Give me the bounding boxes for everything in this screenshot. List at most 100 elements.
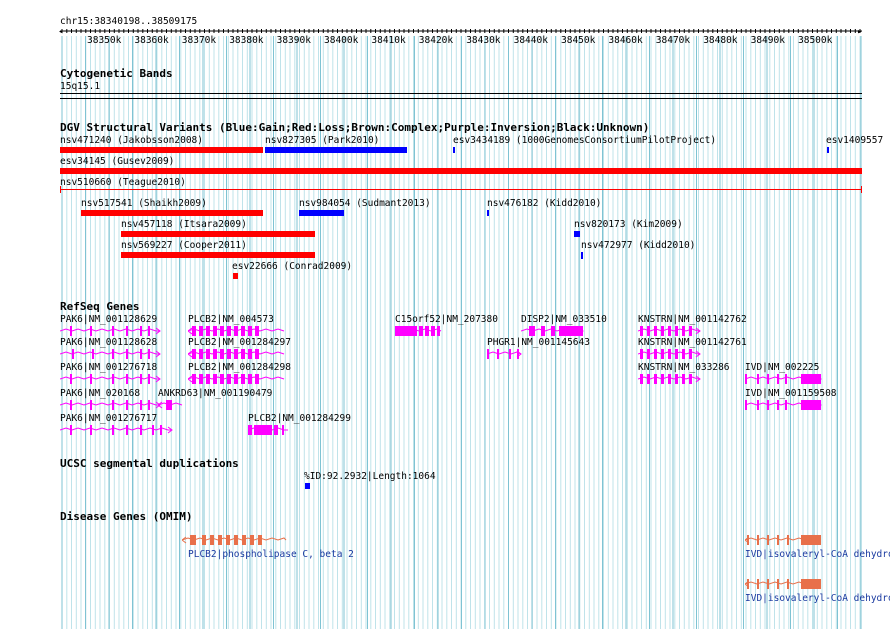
dgv-label: nsv827305 (Park2010) bbox=[265, 135, 380, 146]
ruler-tick-label: 38390k bbox=[276, 35, 311, 46]
refseq-gene-glyph[interactable] bbox=[745, 399, 823, 411]
ruler-tick-label: 38440k bbox=[513, 35, 548, 46]
track-title-omim[interactable]: Disease Genes (OMIM) bbox=[60, 510, 193, 523]
refseq-gene-glyph[interactable] bbox=[60, 373, 162, 385]
refseq-gene-glyph[interactable] bbox=[188, 325, 286, 337]
ruler-tick-label: 38410k bbox=[371, 35, 406, 46]
ruler-tick-label: 38490k bbox=[750, 35, 785, 46]
track-title-cytobands[interactable]: Cytogenetic Bands bbox=[60, 67, 173, 80]
refseq-gene-label: PLCB2|NM_001284297 bbox=[188, 337, 291, 348]
dgv-label: nsv517541 (Shaikh2009) bbox=[81, 198, 207, 209]
ruler-tick-label: 38470k bbox=[655, 35, 691, 46]
refseq-gene-glyph[interactable] bbox=[395, 325, 443, 337]
dgv-gain-bar[interactable] bbox=[581, 252, 583, 259]
dgv-label: nsv471240 (Jakobsson2008) bbox=[60, 135, 203, 146]
segdup-bar[interactable] bbox=[305, 483, 310, 489]
ruler-tick-label: 38460k bbox=[608, 35, 643, 46]
ruler-tick-label: 38350k bbox=[87, 35, 122, 46]
dgv-gain-bar[interactable] bbox=[574, 231, 580, 237]
dgv-loss-bar[interactable] bbox=[60, 189, 862, 190]
refseq-gene-label: KNSTRN|NM_033286 bbox=[638, 362, 730, 373]
dgv-loss-bar[interactable] bbox=[60, 168, 862, 174]
ruler-tick-label: 38370k bbox=[181, 35, 217, 46]
refseq-gene-glyph[interactable] bbox=[638, 373, 702, 385]
dgv-gain-bar[interactable] bbox=[487, 210, 489, 216]
refseq-gene-glyph[interactable] bbox=[188, 373, 286, 385]
ruler-tick-label: 38400k bbox=[324, 35, 359, 46]
position-label: chr15:38340198..38509175 bbox=[60, 16, 198, 27]
refseq-gene-label: C15orf52|NM_207380 bbox=[395, 314, 498, 325]
refseq-gene-label: PAK6|NM_020168 bbox=[60, 388, 141, 399]
refseq-gene-glyph[interactable] bbox=[638, 348, 702, 360]
refseq-gene-glyph[interactable] bbox=[521, 325, 585, 337]
refseq-gene-label: IVD|NM_001159508 bbox=[745, 388, 837, 399]
dgv-label: nsv510660 (Teague2010) bbox=[60, 177, 186, 188]
omim-label: IVD|isovaleryl-CoA dehydrogenase bbox=[745, 593, 890, 604]
cytoband-line-bottom bbox=[60, 98, 862, 99]
refseq-gene-glyph[interactable] bbox=[745, 373, 823, 385]
track-title-refseq[interactable]: RefSeq Genes bbox=[60, 300, 140, 313]
ruler-tick-label: 38420k bbox=[418, 35, 454, 46]
track-title-dgv[interactable]: DGV Structural Variants (Blue:Gain;Red:L… bbox=[60, 121, 650, 134]
dgv-loss-bar-end bbox=[861, 186, 862, 193]
dgv-label: nsv569227 (Cooper2011) bbox=[121, 240, 247, 251]
dgv-label: nsv476182 (Kidd2010) bbox=[487, 198, 602, 209]
segdup-label: %ID:92.2932|Length:1064 bbox=[304, 471, 436, 482]
dgv-loss-bar-end bbox=[60, 186, 61, 193]
refseq-gene-glyph[interactable] bbox=[638, 325, 702, 337]
omim-gene-glyph[interactable] bbox=[745, 534, 823, 546]
ruler-tick-label: 38380k bbox=[229, 35, 264, 46]
refseq-gene-glyph[interactable] bbox=[158, 399, 184, 411]
refseq-gene-label: ANKRD63|NM_001190479 bbox=[158, 388, 273, 399]
refseq-gene-label: DISP2|NM_033510 bbox=[521, 314, 607, 325]
refseq-gene-glyph[interactable] bbox=[60, 399, 162, 411]
refseq-gene-label: PAK6|NM_001128629 bbox=[60, 314, 158, 325]
ruler-tick-label: 38480k bbox=[703, 35, 738, 46]
ruler-tick-label: 38500k bbox=[798, 35, 833, 46]
ruler-tick-label: 38430k bbox=[466, 35, 501, 46]
dgv-loss-bar[interactable] bbox=[121, 231, 315, 237]
refseq-gene-label: PHGR1|NM_001145643 bbox=[487, 337, 590, 348]
dgv-loss-bar[interactable] bbox=[81, 210, 263, 216]
refseq-gene-glyph[interactable] bbox=[188, 348, 286, 360]
cytoband-line-top bbox=[60, 93, 862, 94]
refseq-gene-glyph[interactable] bbox=[248, 424, 290, 436]
refseq-gene-label: PLCB2|NM_001284299 bbox=[248, 413, 351, 424]
refseq-gene-label: PLCB2|NM_004573 bbox=[188, 314, 274, 325]
dgv-label: nsv820173 (Kim2009) bbox=[574, 219, 683, 230]
ruler-right-arrow-icon: ▸ bbox=[857, 27, 862, 37]
omim-gene-glyph[interactable] bbox=[182, 534, 288, 546]
dgv-gain-bar[interactable] bbox=[827, 147, 829, 153]
ruler-tick-label: 38450k bbox=[561, 35, 596, 46]
refseq-gene-label: KNSTRN|NM_001142762 bbox=[638, 314, 747, 325]
refseq-gene-label: PAK6|NM_001276718 bbox=[60, 362, 158, 373]
refseq-gene-label: IVD|NM_002225 bbox=[745, 362, 820, 373]
ruler-tick-label: 38360k bbox=[134, 35, 169, 46]
refseq-gene-glyph[interactable] bbox=[60, 424, 174, 436]
dgv-gain-bar[interactable] bbox=[265, 147, 407, 153]
refseq-gene-label: PAK6|NM_001276717 bbox=[60, 413, 158, 424]
refseq-gene-glyph[interactable] bbox=[60, 348, 162, 360]
omim-label: IVD|isovaleryl-CoA dehydrogenase bbox=[745, 549, 890, 560]
dgv-label: esv1409557 bbox=[826, 135, 884, 146]
dgv-loss-bar[interactable] bbox=[60, 147, 263, 153]
dgv-gain-bar[interactable] bbox=[453, 147, 455, 153]
refseq-gene-glyph[interactable] bbox=[487, 348, 523, 360]
dgv-loss-bar[interactable] bbox=[121, 252, 315, 258]
dgv-label: nsv984054 (Sudmant2013) bbox=[299, 198, 431, 209]
cytoband-label: 15q15.1 bbox=[60, 81, 101, 92]
omim-gene-glyph[interactable] bbox=[745, 578, 823, 590]
dgv-label: nsv472977 (Kidd2010) bbox=[581, 240, 696, 251]
refseq-gene-label: KNSTRN|NM_001142761 bbox=[638, 337, 747, 348]
dgv-gain-bar[interactable] bbox=[299, 210, 344, 216]
dgv-label: esv34145 (Gusev2009) bbox=[60, 156, 175, 167]
refseq-gene-glyph[interactable] bbox=[60, 325, 162, 337]
refseq-gene-label: PLCB2|NM_001284298 bbox=[188, 362, 291, 373]
refseq-gene-label: PAK6|NM_001128628 bbox=[60, 337, 158, 348]
dgv-loss-bar[interactable] bbox=[233, 273, 238, 279]
dgv-label: esv3434189 (1000GenomesConsortiumPilotPr… bbox=[453, 135, 717, 146]
ruler-left-arrow-icon: ◂ bbox=[58, 27, 63, 37]
track-title-segdups[interactable]: UCSC segmental duplications bbox=[60, 457, 239, 470]
